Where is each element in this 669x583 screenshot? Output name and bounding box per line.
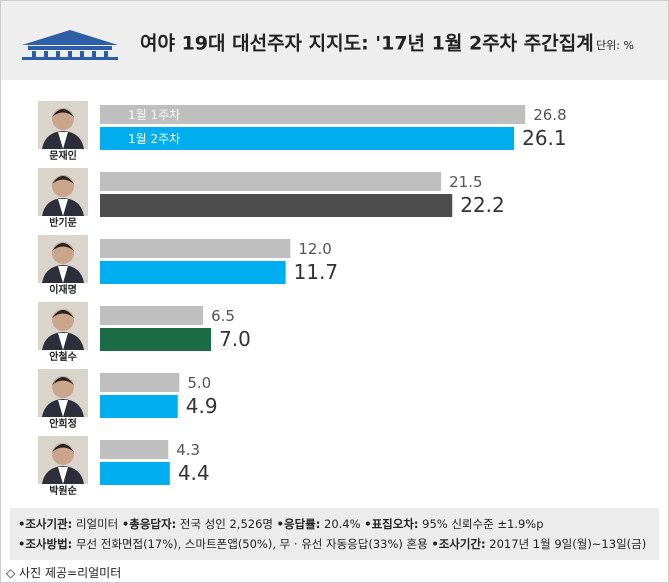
photo-shirt — [58, 132, 68, 149]
candidate-photo — [38, 101, 88, 149]
bar — [100, 373, 180, 392]
note-label: •표집오차: — [364, 517, 419, 531]
candidate-photo — [38, 369, 88, 417]
candidate-name: 이재명 — [49, 283, 77, 296]
bar — [100, 261, 286, 284]
photo-shirt — [58, 467, 68, 484]
value-label: 12.0 — [298, 240, 331, 258]
value-label: 21.5 — [449, 173, 482, 191]
candidate-photo — [38, 235, 88, 283]
photo-hair — [52, 310, 74, 318]
bar — [100, 172, 442, 191]
photo-credit: ◇ 사진 제공=리얼미터 — [6, 566, 122, 580]
photo-hair — [52, 176, 74, 184]
note-label: •조사방법: — [18, 537, 73, 551]
note-label: •총응답자: — [121, 517, 177, 531]
value-label: 4.9 — [186, 394, 218, 418]
bar — [100, 239, 291, 258]
photo-shirt — [58, 333, 68, 350]
photo-shirt — [58, 266, 68, 283]
note-text: 2017년 1월 9일(월)~13일(금) — [489, 537, 647, 551]
legend-label: 1월 2주차 — [128, 132, 180, 146]
note-line: •조사방법: 무선 전화면접(17%), 스마트폰앱(50%), 무 · 유선 … — [18, 534, 651, 554]
note-text: 무선 전화면접(17%), 스마트폰앱(50%), 무 · 유선 자동응답(33… — [75, 537, 428, 551]
photo-shirt — [58, 199, 68, 216]
value-label: 7.0 — [219, 327, 251, 351]
note-text: 전국 성인 2,526명 — [179, 517, 273, 531]
note-label: •조사기간: — [431, 537, 486, 551]
candidate-name: 문재인 — [49, 149, 77, 162]
candidate-name: 안희정 — [49, 417, 77, 430]
note-label: •조사기관: — [18, 517, 73, 531]
value-label: 22.2 — [460, 193, 505, 217]
bar — [100, 194, 453, 217]
value-label: 4.4 — [178, 461, 210, 485]
bar — [100, 440, 169, 459]
value-label: 4.3 — [176, 441, 200, 459]
value-label: 11.7 — [294, 260, 339, 284]
chart-title: 여야 19대 대선주자 지지도: '17년 1월 2주차 주간집계 — [140, 33, 594, 55]
value-label: 26.1 — [522, 126, 567, 150]
value-label: 26.8 — [533, 106, 566, 124]
candidate-photo — [38, 436, 88, 484]
photo-hair — [52, 109, 74, 117]
bar — [100, 328, 212, 351]
photo-hair — [52, 444, 74, 452]
photo-hair — [52, 377, 74, 385]
header — [0, 0, 669, 80]
bar — [100, 306, 204, 325]
logo — [22, 30, 118, 60]
bar — [100, 127, 515, 150]
bar — [100, 462, 170, 485]
note-text: 20.4% — [324, 517, 361, 531]
note-text: 리얼미터 — [75, 517, 119, 531]
note-line: •조사기관: 리얼미터 •총응답자: 전국 성인 2,526명 •응답률: 20… — [18, 514, 651, 534]
note-text: 95% 신뢰수준 ±1.9%p — [422, 517, 544, 531]
candidate-name: 안철수 — [49, 350, 77, 363]
bar — [100, 395, 178, 418]
candidate-photo — [38, 168, 88, 216]
candidate-name: 박원순 — [49, 484, 77, 497]
notes: •조사기관: 리얼미터 •총응답자: 전국 성인 2,526명 •응답률: 20… — [10, 508, 659, 560]
candidate-name: 반기문 — [49, 216, 77, 229]
candidate-photo — [38, 302, 88, 350]
unit-label: 단위: % — [596, 39, 634, 52]
legend-label: 1월 1주차 — [128, 108, 180, 122]
photo-shirt — [58, 400, 68, 417]
note-label: •응답률: — [276, 517, 321, 531]
photo-hair — [52, 243, 74, 251]
value-label: 5.0 — [187, 374, 211, 392]
value-label: 6.5 — [211, 307, 235, 325]
bar — [100, 105, 526, 124]
